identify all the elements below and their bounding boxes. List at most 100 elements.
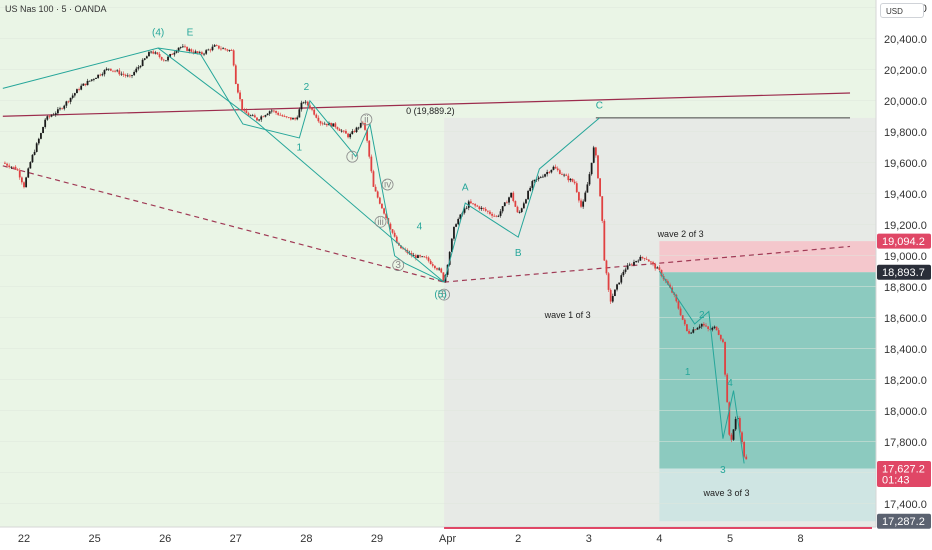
candle-body bbox=[283, 116, 286, 118]
candle bbox=[381, 203, 383, 209]
candle-body bbox=[366, 129, 369, 141]
candle-body bbox=[114, 70, 116, 72]
candle-body bbox=[522, 203, 525, 209]
candle bbox=[702, 321, 705, 328]
candle bbox=[209, 48, 212, 53]
candle bbox=[425, 255, 428, 260]
candle bbox=[120, 71, 123, 76]
candle bbox=[283, 114, 286, 118]
candle-body bbox=[588, 174, 591, 185]
candle bbox=[495, 215, 498, 218]
candle-body bbox=[345, 130, 347, 134]
elliott-wave-line-1[interactable] bbox=[157, 47, 445, 283]
candle-body bbox=[340, 130, 343, 132]
candle-body bbox=[641, 256, 644, 259]
candle-body bbox=[467, 201, 470, 208]
take-profit-zone bbox=[659, 272, 876, 469]
candle bbox=[450, 238, 453, 253]
candle-body bbox=[412, 255, 415, 257]
candle-body bbox=[652, 262, 654, 264]
candle bbox=[336, 126, 339, 131]
candle bbox=[628, 262, 631, 266]
candle bbox=[501, 206, 504, 214]
candle-body bbox=[391, 229, 394, 233]
candle bbox=[190, 48, 193, 53]
candle-body bbox=[209, 49, 212, 51]
candle-body bbox=[23, 182, 25, 188]
trendline-1[interactable] bbox=[2, 165, 445, 283]
candle bbox=[256, 117, 258, 122]
candle bbox=[152, 49, 155, 55]
candle bbox=[186, 46, 188, 52]
candle bbox=[12, 166, 15, 169]
stop-loss-zone bbox=[659, 241, 876, 273]
candle-body bbox=[711, 327, 714, 330]
candle-body bbox=[29, 162, 32, 169]
candle bbox=[480, 205, 483, 211]
candle-body bbox=[304, 101, 307, 103]
candle-body bbox=[232, 50, 235, 66]
elliott-wave-line-3[interactable] bbox=[658, 270, 745, 464]
candle-body bbox=[715, 326, 718, 331]
candle bbox=[376, 190, 379, 199]
price-tag-countdown: 01:43 bbox=[882, 475, 910, 487]
candle bbox=[277, 111, 280, 116]
y-tick-label: 20,200.0 bbox=[884, 65, 927, 77]
candle bbox=[607, 272, 610, 292]
candle-body bbox=[315, 114, 318, 118]
candle bbox=[732, 429, 735, 441]
candle bbox=[469, 199, 472, 204]
candle bbox=[599, 178, 601, 198]
candle-body bbox=[491, 213, 493, 216]
candle-body bbox=[635, 260, 638, 262]
y-tick-label: 19,400.0 bbox=[884, 189, 927, 201]
trendline-2[interactable] bbox=[444, 245, 851, 283]
candle-body bbox=[35, 143, 38, 152]
candle bbox=[154, 50, 157, 55]
candle-body bbox=[624, 269, 627, 272]
candle bbox=[63, 104, 66, 111]
candle bbox=[135, 66, 138, 74]
candle-body bbox=[650, 261, 652, 263]
y-tick-label: 19,000.0 bbox=[884, 251, 927, 263]
candle-body bbox=[683, 319, 686, 325]
candle bbox=[546, 169, 549, 177]
candle bbox=[683, 318, 686, 327]
candle-body bbox=[656, 267, 659, 269]
candle-body bbox=[556, 168, 559, 171]
wave-label: iv bbox=[384, 180, 391, 191]
x-tick-label: 5 bbox=[727, 533, 733, 545]
candle-body bbox=[743, 442, 746, 457]
trendline-0[interactable] bbox=[2, 92, 851, 117]
candle-body bbox=[582, 201, 585, 207]
elliott-wave-line-2[interactable] bbox=[443, 117, 600, 283]
candle-body bbox=[59, 108, 61, 110]
candle bbox=[463, 206, 466, 215]
candle bbox=[50, 114, 53, 118]
candle bbox=[724, 341, 726, 377]
wave-label: 1 bbox=[685, 367, 691, 378]
candle bbox=[241, 99, 244, 112]
candle bbox=[647, 259, 650, 262]
candle bbox=[260, 115, 263, 122]
candle bbox=[311, 107, 313, 112]
candle-body bbox=[438, 268, 441, 270]
candle-body bbox=[395, 236, 398, 244]
candle bbox=[35, 142, 38, 153]
elliott-wave-line-0[interactable] bbox=[2, 47, 445, 283]
candle-body bbox=[592, 147, 595, 163]
candle-body bbox=[440, 268, 443, 273]
candle bbox=[438, 267, 441, 271]
candle bbox=[493, 213, 496, 217]
candle bbox=[592, 145, 595, 164]
candle bbox=[601, 196, 604, 224]
candle bbox=[313, 108, 316, 116]
candle-body bbox=[73, 93, 76, 96]
candle bbox=[573, 179, 576, 185]
candle-body bbox=[10, 166, 13, 168]
currency-selector[interactable]: USD bbox=[880, 3, 924, 18]
wave-label: 3 bbox=[720, 465, 726, 476]
candle bbox=[245, 108, 248, 114]
candle bbox=[370, 154, 373, 174]
